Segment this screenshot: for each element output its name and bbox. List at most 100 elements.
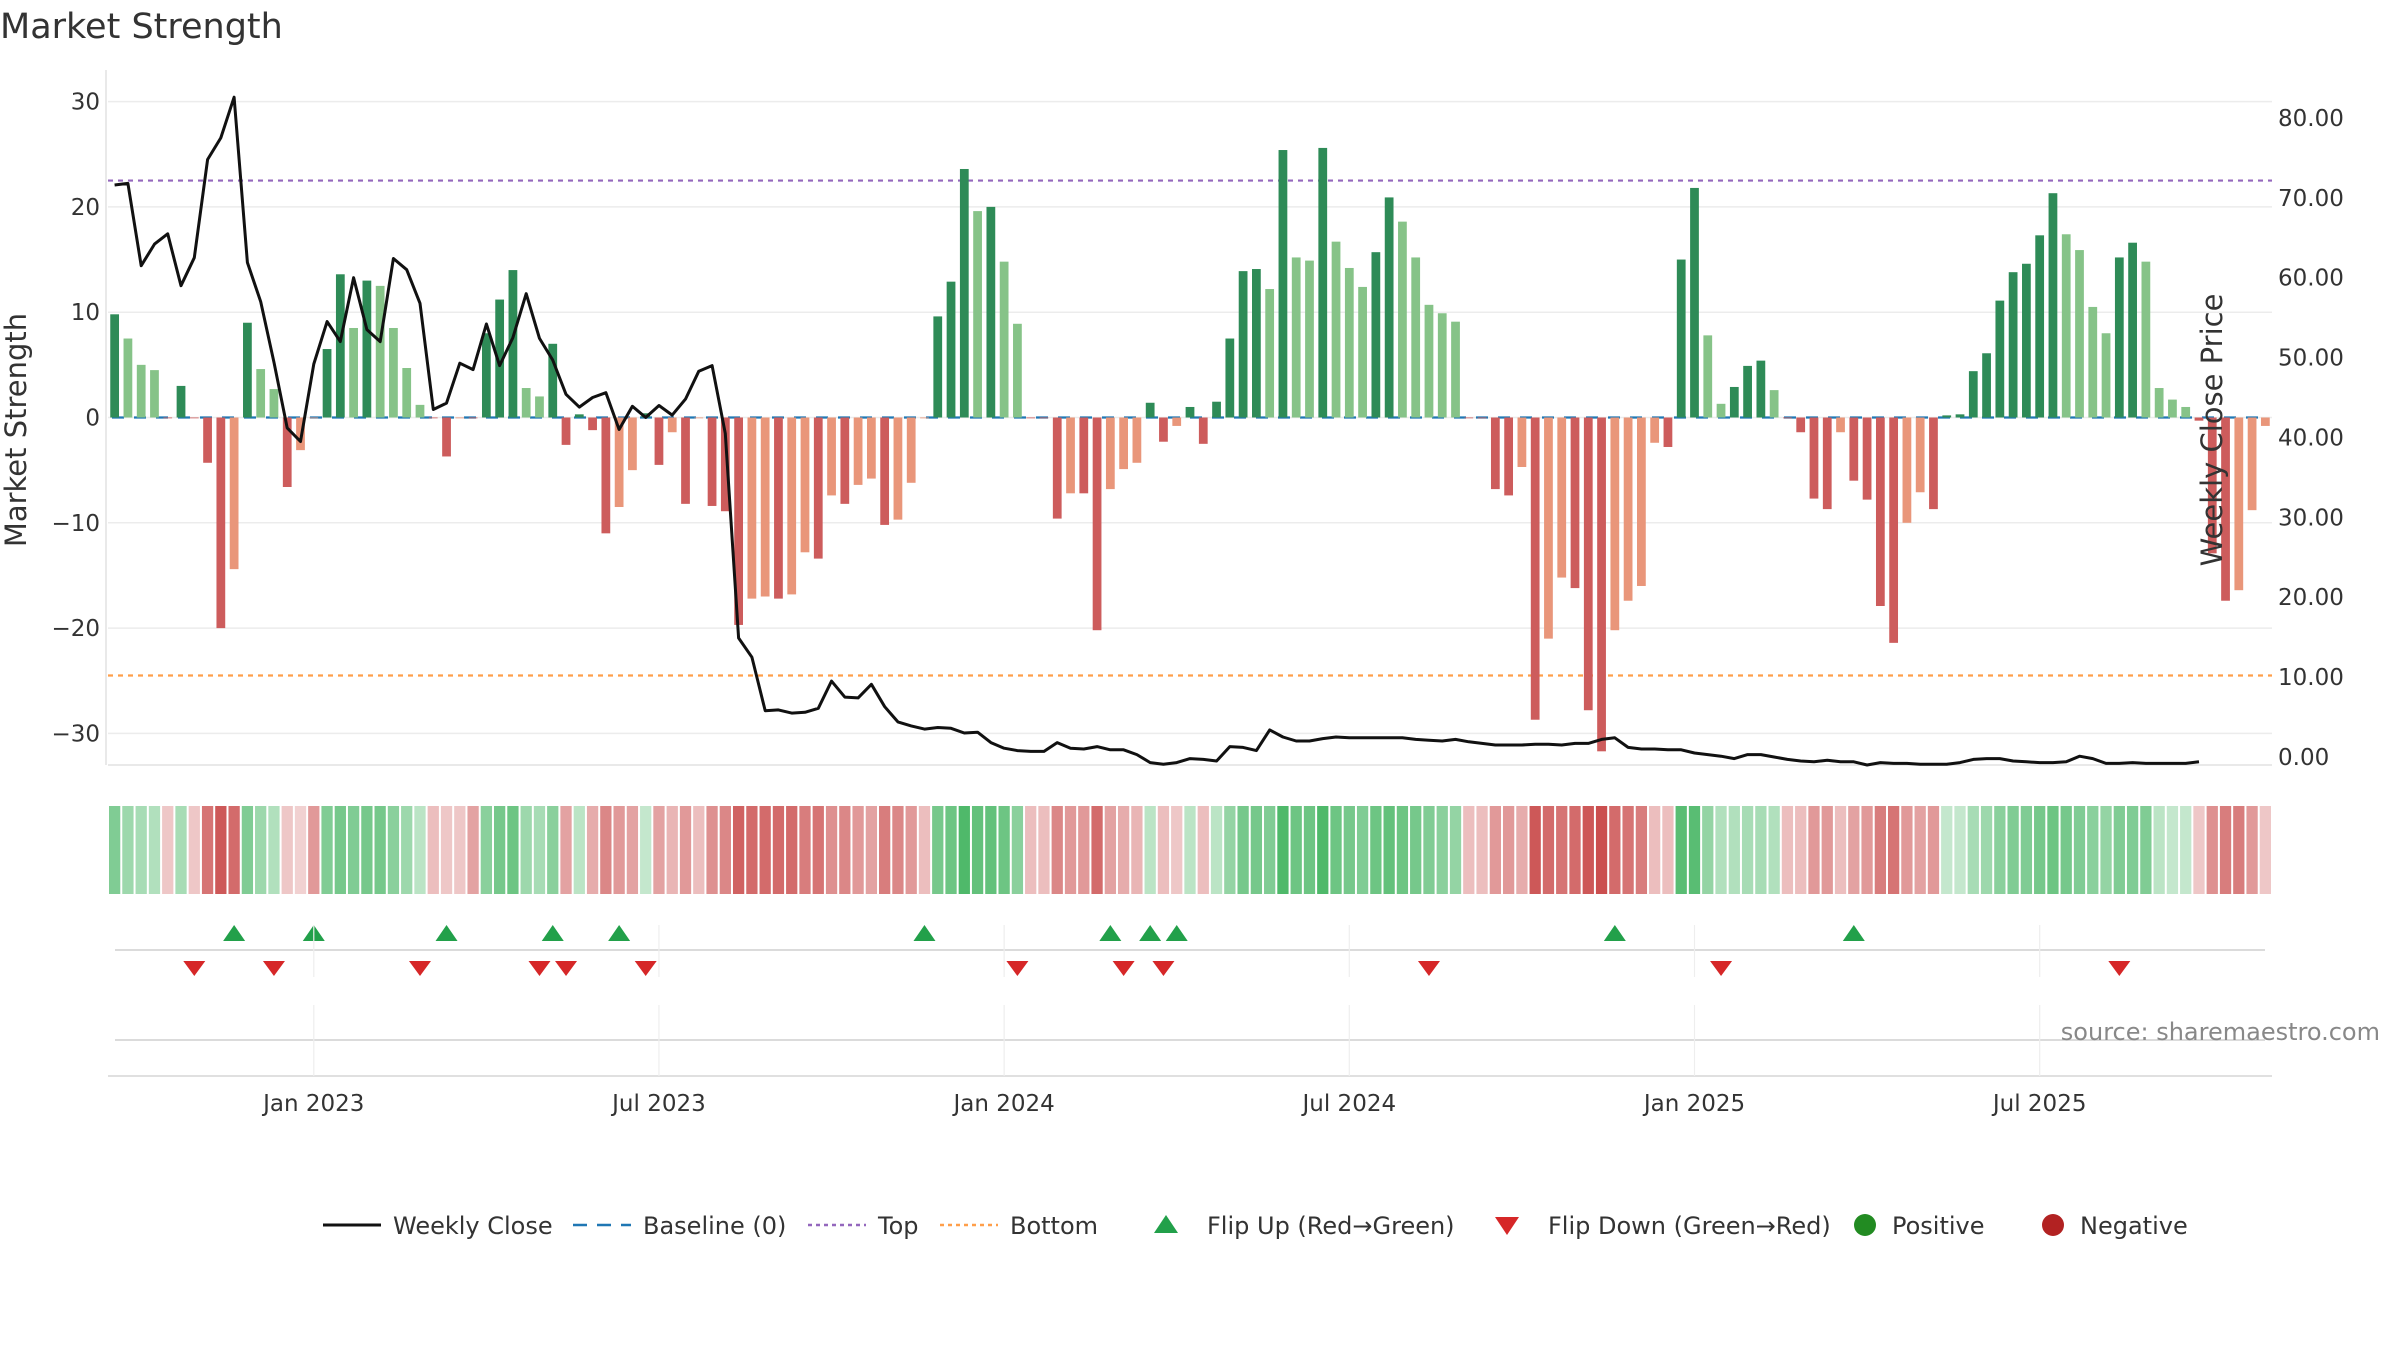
strength-bar bbox=[1955, 414, 1965, 418]
heat-cell bbox=[1967, 806, 1979, 894]
heat-cell bbox=[1436, 806, 1448, 894]
strength-bar bbox=[1477, 417, 1487, 419]
y-tick-label: 0 bbox=[85, 406, 100, 432]
heat-cell bbox=[2034, 806, 2046, 894]
heat-cell bbox=[1343, 806, 1355, 894]
heat-cell bbox=[1423, 806, 1435, 894]
strength-bar bbox=[654, 417, 664, 465]
strength-bar bbox=[906, 417, 916, 483]
strength-bar bbox=[1145, 402, 1155, 418]
heat-cell bbox=[1410, 806, 1422, 894]
strength-bar bbox=[1105, 417, 1115, 490]
heat-cell bbox=[613, 806, 625, 894]
legend-label: Flip Down (Green→Red) bbox=[1548, 1212, 1831, 1240]
strength-bar bbox=[548, 343, 558, 418]
strength-bar bbox=[813, 417, 823, 559]
heat-cell bbox=[640, 806, 652, 894]
heat-cell bbox=[1210, 806, 1223, 894]
heat-cell bbox=[1755, 806, 1767, 894]
x-tick-label: Jan 2025 bbox=[1642, 1091, 1745, 1117]
strength-bar bbox=[667, 417, 677, 433]
heat-cell bbox=[268, 806, 280, 894]
heat-cell bbox=[932, 806, 944, 894]
flip-down-marker bbox=[634, 961, 657, 976]
y2-tick-label: 30.00 bbox=[2278, 505, 2344, 531]
strength-bar bbox=[1942, 415, 1952, 418]
strength-bar bbox=[2114, 257, 2124, 418]
heat-cell bbox=[772, 806, 785, 894]
flip-up-marker bbox=[608, 925, 631, 941]
strength-bar bbox=[946, 281, 956, 418]
y2-tick-label: 70.00 bbox=[2278, 186, 2344, 212]
strength-bar bbox=[1743, 365, 1752, 418]
heat-cell bbox=[148, 806, 161, 894]
strength-bar bbox=[2260, 417, 2270, 426]
strength-bar bbox=[1703, 335, 1713, 418]
heat-cell bbox=[1224, 806, 1236, 894]
heat-cell bbox=[1954, 806, 1966, 894]
heat-cell bbox=[427, 806, 439, 894]
heat-cell bbox=[1887, 806, 1900, 894]
heat-cell bbox=[2206, 806, 2218, 894]
strength-bar bbox=[335, 274, 345, 418]
strength-bar bbox=[495, 299, 505, 418]
heat-cell bbox=[440, 806, 453, 894]
strength-bar bbox=[800, 417, 810, 553]
heat-cell bbox=[1941, 806, 1953, 894]
strength-bar bbox=[1185, 406, 1195, 418]
strength-bars bbox=[110, 147, 2270, 752]
heat-cell bbox=[2020, 806, 2033, 894]
strength-bar bbox=[641, 413, 651, 418]
heat-cell bbox=[1728, 806, 1740, 894]
heat-cell bbox=[1914, 806, 1926, 894]
heat-cell bbox=[480, 806, 493, 894]
heat-cell bbox=[1768, 806, 1780, 894]
heat-cell bbox=[1383, 806, 1395, 894]
y2-tick-label: 60.00 bbox=[2278, 266, 2344, 292]
strength-bar bbox=[1066, 417, 1075, 494]
heat-cell bbox=[1582, 806, 1594, 894]
strength-bar bbox=[2061, 234, 2071, 418]
heat-cell bbox=[1476, 806, 1488, 894]
strength-bar bbox=[2168, 399, 2177, 418]
strength-bar bbox=[628, 417, 637, 471]
heat-cell bbox=[1277, 806, 1289, 894]
heat-cell bbox=[162, 806, 174, 894]
right-axis-title: Weekly Close Price bbox=[2195, 294, 2229, 567]
strength-bar bbox=[1225, 338, 1235, 418]
strength-bar bbox=[973, 211, 982, 418]
heat-cell bbox=[1848, 806, 1860, 894]
heat-cell bbox=[414, 806, 426, 894]
heat-cell bbox=[1994, 806, 2006, 894]
heat-cell bbox=[839, 806, 851, 894]
heat-cell bbox=[1317, 806, 1329, 894]
heat-cell bbox=[2126, 806, 2139, 894]
strength-bar bbox=[389, 327, 398, 418]
strength-bar bbox=[1570, 417, 1580, 589]
heat-cell bbox=[387, 806, 400, 894]
heat-cell bbox=[2113, 806, 2125, 894]
heat-cell bbox=[1396, 806, 1409, 894]
strength-bar bbox=[203, 417, 212, 463]
y2-tick-label: 50.00 bbox=[2278, 346, 2344, 372]
heat-cell bbox=[1449, 806, 1462, 894]
strength-bar bbox=[1822, 417, 1832, 510]
flip-down-marker bbox=[1006, 961, 1029, 976]
strength-bar bbox=[999, 261, 1009, 418]
strength-bar bbox=[2181, 406, 2191, 418]
left-axis-ticks: 30 20 10 0 −10 −20 −30 bbox=[51, 90, 100, 748]
strength-bar bbox=[508, 270, 518, 418]
strength-bar bbox=[986, 206, 996, 418]
strength-bar bbox=[481, 333, 491, 418]
strength-bar bbox=[1331, 241, 1341, 418]
flip-up-marker bbox=[223, 925, 246, 941]
flip-up-marker bbox=[1603, 925, 1626, 941]
flip-up-marker bbox=[1165, 925, 1188, 941]
strength-bar bbox=[2154, 388, 2164, 418]
strength-bar bbox=[2128, 242, 2137, 418]
right-axis-ticks: 80.00 70.00 60.00 50.00 40.00 30.00 20.00 10.00… bbox=[2278, 106, 2344, 771]
heat-cell bbox=[2246, 806, 2258, 894]
heat-cell bbox=[600, 806, 612, 894]
heat-cell bbox=[175, 806, 187, 894]
heat-cell bbox=[971, 806, 984, 894]
